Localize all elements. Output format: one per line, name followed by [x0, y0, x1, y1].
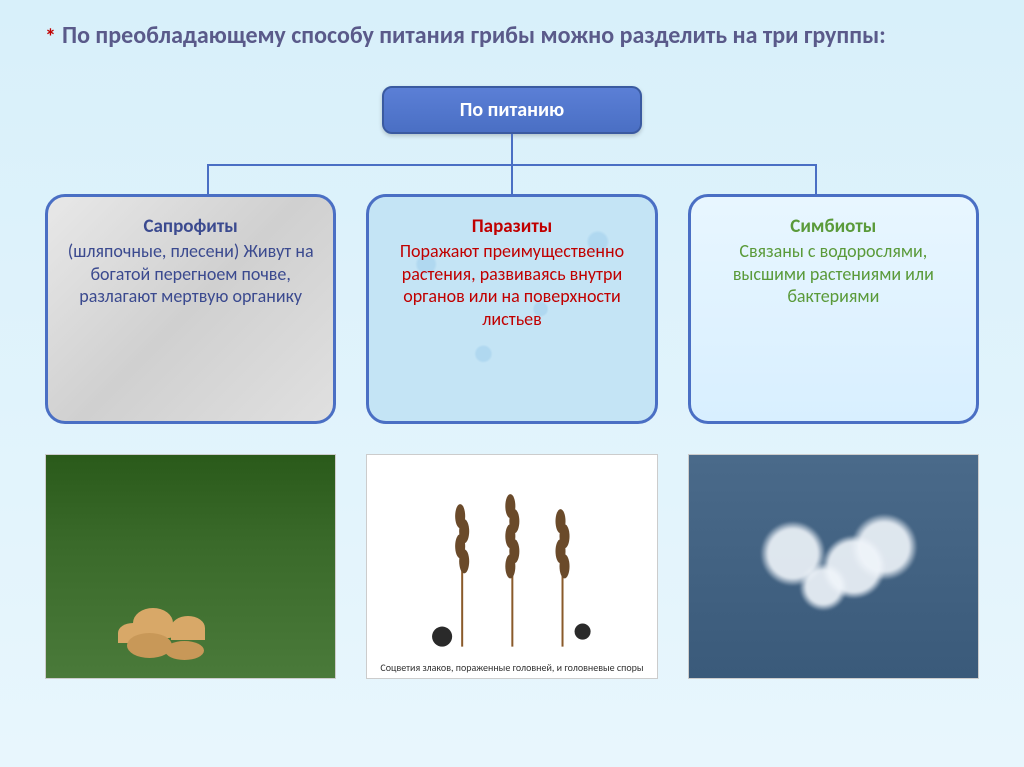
connector-vtop [511, 134, 513, 164]
page-title: По преобладающему способу питания грибы … [62, 20, 886, 51]
image-caption: Соцветия злаков, пораженные головней, и … [367, 659, 656, 676]
title-row: * По преобладающему способу питания гриб… [45, 20, 979, 51]
card-body: (шляпочные, плесени) Живут на богатой пе… [62, 240, 319, 308]
card-title: Сапрофиты [62, 215, 319, 238]
connector-vmid [511, 164, 513, 194]
card-saprophytes: Сапрофиты (шляпочные, плесени) Живут на … [45, 194, 336, 424]
root-label: По питанию [460, 98, 564, 122]
cards-row: Сапрофиты (шляпочные, плесени) Живут на … [45, 194, 979, 424]
image-symbiont [688, 454, 979, 679]
root-node: По питанию [382, 86, 642, 134]
asterisk: * [45, 23, 56, 50]
image-parasite: Соцветия злаков, пораженные головней, и … [366, 454, 657, 679]
connector-vright [815, 164, 817, 194]
card-body: Поражают преимущественно растения, разви… [383, 240, 640, 330]
connector-lines [62, 134, 962, 194]
images-row: Соцветия злаков, пораженные головней, и … [45, 454, 979, 679]
card-body: Связаны с водорослями, высшими растениям… [705, 240, 962, 308]
card-symbionts: Симбиоты Связаны с водорослями, высшими … [688, 194, 979, 424]
grain-icon [412, 466, 613, 667]
card-title: Паразиты [383, 215, 640, 238]
image-saprophyte [45, 454, 336, 679]
connector-vleft [207, 164, 209, 194]
card-title: Симбиоты [705, 215, 962, 238]
card-parasites: Паразиты Поражают преимущественно растен… [366, 194, 657, 424]
